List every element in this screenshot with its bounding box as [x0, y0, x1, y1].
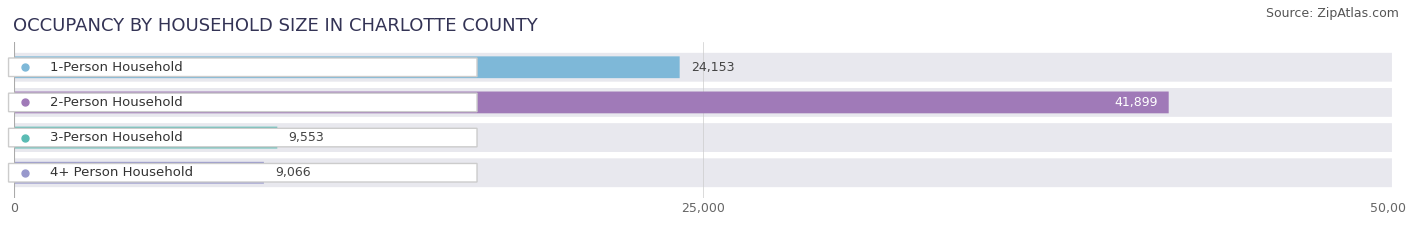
- FancyBboxPatch shape: [8, 164, 477, 182]
- Text: 1-Person Household: 1-Person Household: [49, 61, 183, 74]
- FancyBboxPatch shape: [14, 56, 679, 78]
- FancyBboxPatch shape: [8, 93, 477, 112]
- Text: 41,899: 41,899: [1114, 96, 1157, 109]
- FancyBboxPatch shape: [14, 127, 277, 148]
- Text: OCCUPANCY BY HOUSEHOLD SIZE IN CHARLOTTE COUNTY: OCCUPANCY BY HOUSEHOLD SIZE IN CHARLOTTE…: [13, 17, 537, 35]
- FancyBboxPatch shape: [14, 88, 1392, 117]
- FancyBboxPatch shape: [14, 53, 1392, 82]
- FancyBboxPatch shape: [14, 123, 1392, 152]
- Text: Source: ZipAtlas.com: Source: ZipAtlas.com: [1265, 7, 1399, 20]
- Text: 9,066: 9,066: [276, 166, 311, 179]
- Text: 9,553: 9,553: [288, 131, 325, 144]
- Text: 3-Person Household: 3-Person Household: [49, 131, 183, 144]
- FancyBboxPatch shape: [14, 158, 1392, 187]
- FancyBboxPatch shape: [8, 128, 477, 147]
- FancyBboxPatch shape: [14, 162, 264, 184]
- FancyBboxPatch shape: [8, 58, 477, 76]
- FancyBboxPatch shape: [14, 92, 1168, 113]
- Text: 4+ Person Household: 4+ Person Household: [49, 166, 193, 179]
- Text: 2-Person Household: 2-Person Household: [49, 96, 183, 109]
- Text: 24,153: 24,153: [690, 61, 734, 74]
